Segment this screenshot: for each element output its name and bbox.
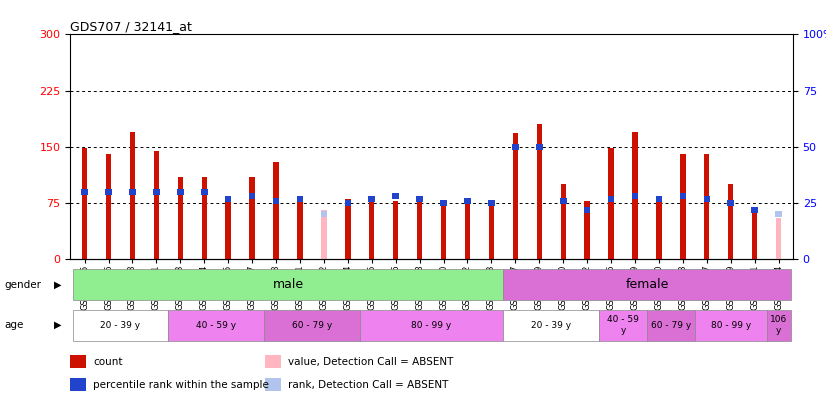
Bar [609,148,614,259]
Bar [767,309,790,341]
Bar [695,309,767,341]
Text: 80 - 99 y: 80 - 99 y [411,320,452,330]
Bar [345,199,350,259]
Bar [225,201,230,259]
Bar [440,200,447,206]
Bar [105,189,112,195]
Bar [537,124,542,259]
Bar [265,378,281,392]
Bar [656,198,662,259]
Text: count: count [93,357,123,367]
Bar [81,189,88,195]
Bar [129,189,135,195]
Bar [608,196,615,202]
Bar [73,269,503,300]
Text: gender: gender [4,280,41,290]
Bar [489,203,494,259]
Bar [249,177,254,259]
Bar [680,193,686,199]
Text: GDS707 / 32141_at: GDS707 / 32141_at [70,20,192,33]
Bar [273,198,279,204]
Bar [369,201,374,259]
Text: 40 - 59 y: 40 - 59 y [196,320,236,330]
Text: 20 - 39 y: 20 - 39 y [101,320,140,330]
Bar [599,309,647,341]
Text: percentile rank within the sample: percentile rank within the sample [93,380,269,390]
Bar [561,184,566,259]
Bar [265,355,281,368]
Bar [536,144,543,150]
Bar [106,154,112,259]
Bar [441,203,446,259]
Text: 60 - 79 y: 60 - 79 y [651,320,691,330]
Text: female: female [625,278,669,291]
Text: value, Detection Call = ABSENT: value, Detection Call = ABSENT [288,357,453,367]
Text: 20 - 39 y: 20 - 39 y [531,320,572,330]
Text: ▶: ▶ [55,320,62,330]
Bar [632,193,638,199]
Bar [513,133,518,259]
Bar [752,207,758,213]
Text: 40 - 59
y: 40 - 59 y [607,315,639,335]
Text: male: male [273,278,303,291]
Bar [392,193,399,199]
Bar [297,199,302,259]
Bar [416,196,423,202]
Bar [728,184,733,259]
Bar [177,189,183,195]
Bar [297,196,303,202]
Bar [503,269,790,300]
Bar [73,309,169,341]
Text: rank, Detection Call = ABSENT: rank, Detection Call = ABSENT [288,380,449,390]
Bar [153,189,159,195]
Bar [360,309,503,341]
Bar [130,132,135,259]
Bar [584,207,591,213]
Text: ▶: ▶ [55,280,62,290]
Bar [249,193,255,199]
Bar [503,309,599,341]
Bar [154,151,159,259]
Bar [752,208,757,259]
Text: age: age [4,320,23,330]
Bar [728,200,734,206]
Bar [344,200,351,206]
Bar [560,198,567,204]
Bar [264,309,360,341]
Text: 80 - 99 y: 80 - 99 y [710,320,751,330]
Bar [776,218,781,259]
Bar [776,211,782,217]
Bar [417,199,422,259]
Bar [464,198,471,204]
Bar [680,154,686,259]
Bar [656,196,662,202]
Bar [320,211,327,217]
Bar [393,201,398,259]
Text: 106
y: 106 y [770,315,787,335]
Bar [488,200,495,206]
Bar [202,177,207,259]
Bar [225,196,231,202]
Bar [704,154,710,259]
Bar [178,177,183,259]
Bar [321,211,326,259]
Bar [704,196,710,202]
Bar [368,196,375,202]
Bar [585,201,590,259]
Bar [273,162,278,259]
Bar [512,144,519,150]
Bar [633,132,638,259]
Bar [70,378,86,392]
Bar [82,148,88,259]
Bar [201,189,207,195]
Bar [70,355,86,368]
Bar [647,309,695,341]
Text: 60 - 79 y: 60 - 79 y [292,320,332,330]
Bar [169,309,264,341]
Bar [465,201,470,259]
